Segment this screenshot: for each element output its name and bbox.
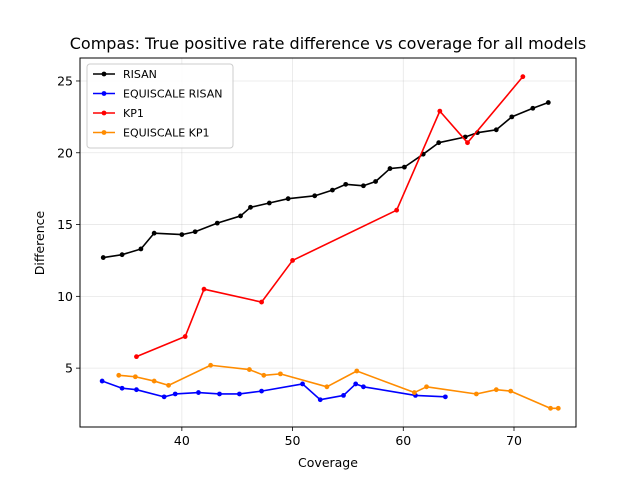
legend-item: RISAN <box>93 68 157 81</box>
data-point <box>134 354 139 360</box>
data-point <box>261 372 267 378</box>
x-tick-label: 60 <box>395 433 411 448</box>
data-point <box>259 388 264 394</box>
data-point <box>285 196 291 202</box>
data-point <box>182 334 188 339</box>
data-point <box>545 100 551 105</box>
data-point <box>493 387 499 393</box>
data-point <box>248 204 253 210</box>
data-point <box>134 387 139 393</box>
data-point <box>437 108 443 114</box>
data-point <box>343 181 349 187</box>
data-point <box>373 179 379 184</box>
data-point <box>341 393 346 398</box>
y-tick-label: 10 <box>57 289 73 304</box>
data-point <box>119 385 125 391</box>
legend-item: KP1 <box>93 107 144 120</box>
legend-swatch-marker <box>101 71 107 77</box>
data-point <box>201 286 207 292</box>
data-point <box>259 299 264 305</box>
data-point <box>132 374 138 380</box>
data-point <box>151 378 157 384</box>
x-tick-label: 40 <box>174 433 190 448</box>
y-tick-label: 20 <box>57 145 73 160</box>
data-point <box>317 397 323 403</box>
ticks: 40 50 60 70 5 10 15 20 25 <box>57 73 522 448</box>
legend-swatch-marker <box>101 91 107 96</box>
data-point <box>548 405 553 411</box>
data-point <box>172 391 178 397</box>
data-point <box>520 74 526 80</box>
data-point <box>237 391 242 397</box>
data-point <box>493 127 499 133</box>
data-point <box>208 362 214 368</box>
y-tick-label: 15 <box>57 217 73 232</box>
data-point <box>312 193 318 199</box>
series-equiscale-risan <box>99 378 448 403</box>
data-point <box>411 390 417 395</box>
data-point <box>442 394 448 400</box>
plot-frame <box>79 57 577 428</box>
data-point <box>166 382 171 388</box>
data-point <box>465 140 470 146</box>
legend-item: EQUISCALE RISAN <box>93 88 223 101</box>
data-point <box>192 229 198 235</box>
data-point <box>138 246 144 252</box>
data-point <box>151 230 157 236</box>
legend-label: EQUISCALE KP1 <box>123 127 210 140</box>
series-line <box>101 380 446 401</box>
data-point <box>473 391 479 397</box>
data-point <box>394 207 400 213</box>
data-point <box>424 384 429 390</box>
data-point <box>119 252 125 258</box>
data-point <box>277 371 283 377</box>
series-kp1 <box>134 74 526 360</box>
data-point <box>100 255 106 260</box>
y-tick-label: 25 <box>57 73 73 88</box>
y-tick-label: 5 <box>65 361 73 376</box>
x-axis-label: Coverage <box>298 455 358 470</box>
legend-swatch-marker <box>101 110 107 116</box>
data-point <box>353 381 359 387</box>
legend-label: KP1 <box>123 107 144 120</box>
data-point <box>196 390 201 395</box>
data-point <box>99 378 105 384</box>
series-equiscale-kp1 <box>116 362 561 411</box>
data-point <box>508 388 514 394</box>
legend-item: EQUISCALE KP1 <box>93 127 210 140</box>
data-point <box>530 105 536 111</box>
chart-title: Compas: True positive rate difference vs… <box>70 34 587 53</box>
legend-swatch-marker <box>101 130 107 135</box>
data-point <box>300 381 305 387</box>
data-point <box>330 187 335 193</box>
data-point <box>246 367 252 372</box>
legend: RISAN EQUISCALE RISAN KP1 EQUISCALE KP1 <box>86 63 234 149</box>
data-point <box>436 140 442 146</box>
legend-box <box>86 63 234 149</box>
y-axis-label: Difference <box>32 210 47 275</box>
data-point <box>387 166 393 171</box>
x-tick-label: 50 <box>285 433 301 448</box>
data-point <box>116 372 122 378</box>
data-point <box>238 213 243 219</box>
data-point <box>214 220 220 226</box>
data-point <box>161 394 167 400</box>
data-point <box>290 258 295 263</box>
legend-label: EQUISCALE RISAN <box>123 88 223 101</box>
data-point <box>217 391 222 397</box>
data-point <box>509 114 515 120</box>
x-tick-label: 70 <box>506 433 522 448</box>
data-point <box>401 164 407 170</box>
data-point <box>354 368 360 374</box>
plot-series <box>99 74 561 411</box>
data-point <box>266 200 272 206</box>
data-point <box>555 405 561 411</box>
data-point <box>179 232 185 238</box>
data-point <box>361 183 366 189</box>
legend-label: RISAN <box>123 68 157 81</box>
data-point <box>361 384 366 390</box>
data-point <box>324 384 330 390</box>
